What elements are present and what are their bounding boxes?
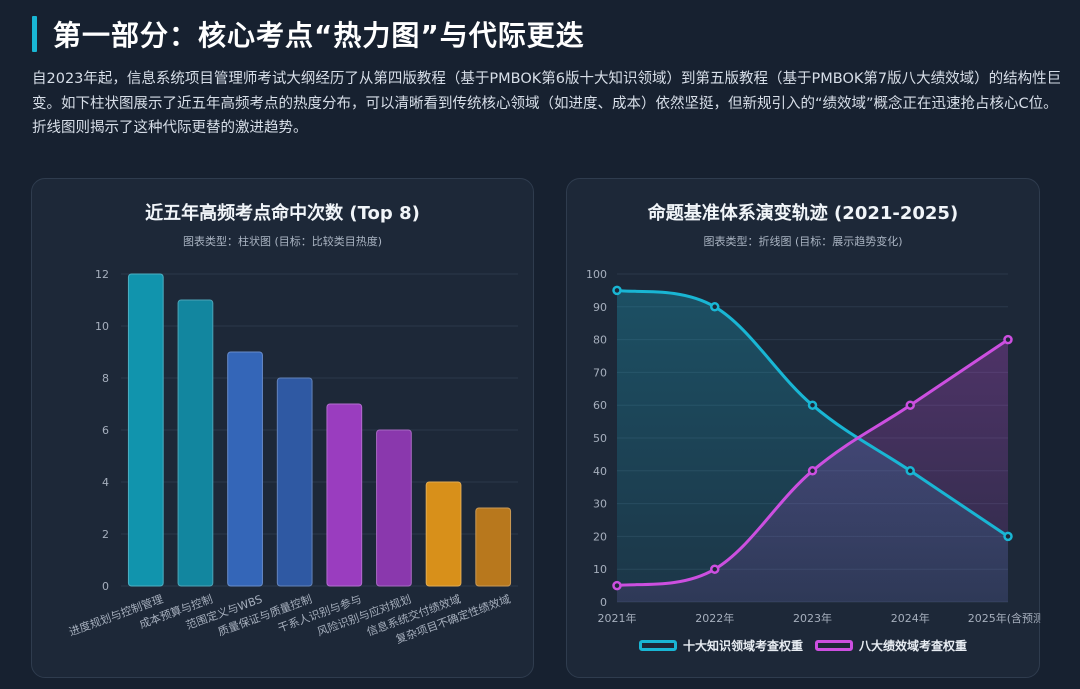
line-chart-card: 命题基准体系演变轨迹 (2021-2025) 图表类型：折线图 (目标：展示趋势…: [566, 178, 1041, 678]
line-y-tick-5: 50: [593, 432, 607, 445]
legend-label-knowledge-areas: 十大知识领域考查权重: [682, 639, 803, 653]
bar-7: [475, 507, 512, 587]
line-x-label-1: 2022年: [695, 611, 734, 625]
title-accent-bar: [32, 16, 37, 52]
series-0-point-1: [710, 302, 720, 312]
line-y-tick-10: 100: [586, 268, 607, 281]
line-chart-title: 命题基准体系演变轨迹 (2021-2025): [647, 203, 959, 224]
series-1-point-0: [612, 580, 622, 591]
bar-y-tick-2: 4: [102, 476, 109, 489]
line-x-label-4: 2025年(含预测): [968, 611, 1041, 625]
line-y-tick-1: 10: [593, 563, 607, 576]
bar-chart-title: 近五年高频考点命中次数 (Top 8): [145, 203, 420, 224]
bar-0: [127, 273, 164, 587]
series-0-point-3: [905, 466, 915, 476]
series-0-point-0: [612, 285, 622, 296]
series-0-point-4: [1003, 531, 1013, 542]
legend-label-performance-domains: 八大绩效域考查权重: [859, 639, 968, 653]
line-x-label-0: 2021年: [598, 611, 637, 625]
line-y-tick-4: 40: [593, 465, 607, 478]
line-y-tick-0: 0: [600, 596, 607, 609]
line-chart-subtitle: 图表类型：折线图 (目标：展示趋势变化): [703, 235, 903, 248]
legend-swatch-knowledge-areas: [638, 640, 677, 651]
legend-item-performance-domains[interactable]: 八大绩效域考查权重: [815, 637, 967, 654]
bar-2: [227, 351, 263, 587]
series-1-point-2: [807, 466, 818, 476]
line-y-tick-3: 30: [593, 498, 607, 511]
bar-y-tick-1: 2: [102, 528, 109, 541]
line-x-label-3: 2024年: [891, 611, 930, 625]
bar-y-tick-3: 6: [102, 424, 109, 437]
bar-chart: 024681012进度规划与控制管理成本预算与控制范围定义与WBS质量保证与质量…: [67, 268, 518, 646]
bar-y-tick-5: 10: [95, 320, 109, 333]
series-1-point-4: [1003, 334, 1013, 345]
title-row: 第一部分：核心考点“热力图”与代际更迭: [32, 14, 1062, 54]
bar-3: [276, 377, 313, 587]
bar-4: [326, 403, 363, 587]
intro-paragraph: 自2023年起，信息系统项目管理师考试大纲经历了从第四版教程（基于PMBOK第6…: [32, 71, 1062, 136]
line-y-tick-6: 60: [593, 399, 607, 412]
bar-chart-subtitle: 图表类型：柱状图 (目标：比较类目热度): [182, 235, 383, 248]
legend-item-knowledge-areas[interactable]: 十大知识领域考查权重: [638, 637, 803, 654]
page-header: 第一部分：核心考点“热力图”与代际更迭 自2023年起，信息系统项目管理师考试大…: [32, 14, 1062, 141]
line-y-tick-7: 70: [593, 366, 607, 379]
line-chart-legend: 十大知识领域考查权重 八大绩效域考查权重: [567, 637, 1039, 654]
series-0-point-2: [807, 400, 818, 410]
legend-swatch-performance-domains: [815, 640, 853, 651]
bar-y-tick-6: 12: [95, 268, 109, 281]
series-1-point-1: [710, 564, 720, 574]
bar-6: [425, 481, 462, 587]
line-y-tick-8: 80: [593, 334, 607, 347]
bar-1: [177, 299, 214, 587]
bar-y-tick-4: 8: [102, 372, 109, 385]
bar-5: [376, 429, 412, 587]
line-x-label-2: 2023年: [793, 611, 832, 625]
line-y-tick-2: 20: [593, 530, 607, 543]
series-1-point-3: [905, 400, 915, 410]
bar-y-tick-0: 0: [102, 580, 109, 593]
line-chart: 0 10 20 30 40 50 60 70 80 90 100 2021年 2022年 2023年 202…: [586, 268, 1041, 625]
line-y-tick-9: 90: [593, 301, 607, 314]
bar-chart-card: 近五年高频考点命中次数 (Top 8) 图表类型：柱状图 (目标：比较类目热度)…: [31, 178, 534, 678]
page-title: 第一部分：核心考点“热力图”与代际更迭: [53, 19, 585, 52]
